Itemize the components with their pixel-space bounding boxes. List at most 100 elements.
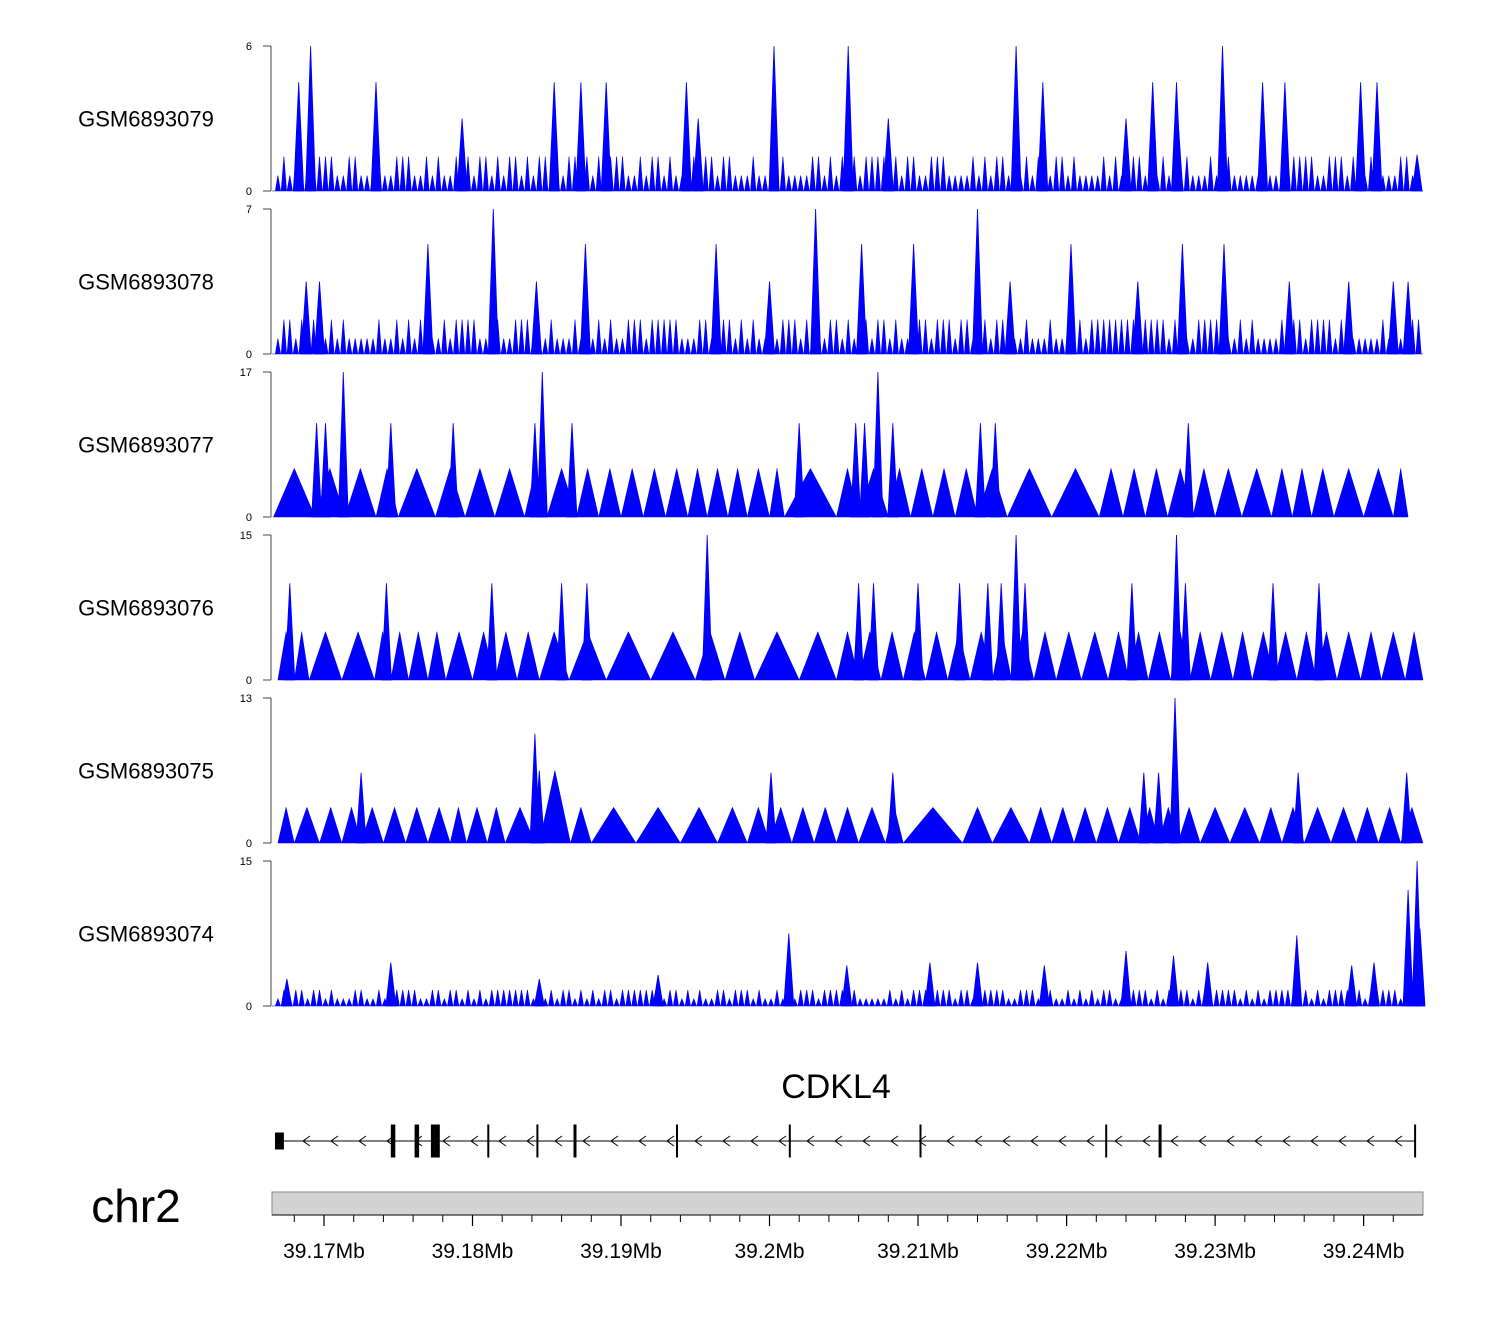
coverage-block — [1033, 631, 1057, 681]
strand-arrow — [638, 1135, 647, 1147]
y-max-label: 17 — [240, 367, 252, 379]
strand-arrow — [1114, 1135, 1123, 1147]
coverage-block — [1144, 468, 1168, 518]
strand-arrow — [1254, 1135, 1263, 1147]
coverage-peak — [1402, 889, 1414, 1007]
coverage-peak — [908, 244, 920, 355]
coverage-block — [344, 467, 377, 518]
coverage-peak — [856, 244, 868, 355]
strand-arrow — [470, 1135, 479, 1147]
coverage-peak — [850, 423, 862, 518]
coverage-peak — [1371, 82, 1383, 192]
exon — [536, 1124, 539, 1158]
coverage-peak — [1217, 45, 1228, 192]
coverage-peak — [1153, 772, 1165, 844]
coverage-peak — [972, 208, 983, 355]
coverage-peak — [320, 423, 331, 518]
chromosome-ideogram-bar — [271, 1191, 1424, 1216]
coverage-block — [620, 468, 644, 518]
coverage-peak — [536, 371, 548, 518]
coverage-peak — [853, 583, 865, 681]
track-GSM6893077: GSM6893077 17 0 — [78, 367, 1409, 524]
strand-arrow — [1170, 1135, 1179, 1147]
coverage-peak — [1120, 118, 1132, 192]
exon — [919, 1124, 922, 1158]
coverage-block — [390, 631, 409, 681]
strand-arrow — [946, 1135, 955, 1147]
strand-arrow — [722, 1135, 731, 1147]
coverage-block — [1241, 467, 1272, 518]
coverage-block — [687, 468, 708, 518]
coverage-peak — [1010, 45, 1022, 192]
coverage-block — [932, 468, 956, 518]
coverage-block — [383, 806, 407, 844]
y-max-label: 15 — [240, 856, 252, 868]
coverage-peak — [337, 371, 349, 518]
strand-arrow — [554, 1135, 563, 1147]
coverage-peak — [1126, 583, 1138, 681]
coverage-block — [397, 467, 436, 518]
coverage-peak — [529, 423, 541, 518]
coverage-block — [902, 806, 964, 844]
coverage-peak — [380, 583, 392, 681]
coverage-block — [650, 631, 696, 681]
coverage-block — [798, 631, 837, 681]
coverage-peak — [533, 770, 545, 844]
coverage-block — [308, 630, 343, 681]
coverage-block — [449, 807, 467, 844]
coverage-block — [486, 807, 506, 844]
strand-arrow — [1002, 1135, 1011, 1147]
coverage-peak — [1065, 244, 1077, 355]
strand-arrow — [1058, 1135, 1067, 1147]
coverage-peak — [810, 208, 822, 355]
x-tick-label: 39.21Mb — [877, 1240, 959, 1263]
strand-arrow — [666, 1135, 675, 1147]
coverage-peak — [692, 118, 704, 192]
coverage-peak — [486, 583, 498, 681]
coverage-peak — [293, 82, 305, 192]
strand-arrow — [890, 1135, 899, 1147]
strand-arrow — [330, 1135, 339, 1147]
coverage-block — [1055, 630, 1082, 681]
coverage-peak — [311, 423, 323, 518]
coverage-peak — [872, 371, 884, 518]
strand-arrow — [498, 1135, 507, 1147]
track-GSM6893076: GSM6893076 15 0 — [78, 530, 1424, 687]
coverage-block — [1259, 806, 1283, 844]
exon — [1105, 1124, 1108, 1158]
coverage-block — [925, 631, 949, 681]
coverage-block — [1311, 468, 1335, 518]
coverage-peak — [447, 423, 459, 518]
exon — [275, 1132, 284, 1150]
strand-arrow — [610, 1135, 619, 1147]
y-max-label: 15 — [240, 530, 252, 542]
y-min-label: 0 — [246, 512, 252, 524]
coverage-block — [360, 806, 384, 844]
coverage-block — [445, 630, 473, 681]
track-GSM6893078: GSM6893078 7 0 — [78, 204, 1423, 361]
coverage-peak — [281, 978, 293, 1007]
exon — [788, 1124, 791, 1158]
coverage-block — [538, 770, 571, 844]
coverage-peak — [793, 423, 805, 518]
coverage-peak — [1343, 281, 1355, 355]
coverage-block — [427, 806, 451, 844]
coverage-block — [1177, 806, 1201, 844]
coverage-peak — [385, 423, 397, 518]
data-tracks: GSM689307960GSM689307870GSM6893077170GSM… — [78, 41, 1426, 1013]
track-label: GSM6893077 — [78, 433, 214, 458]
coverage-peak — [533, 978, 545, 1007]
coverage-block — [1073, 806, 1097, 844]
coverage-block — [1363, 467, 1394, 518]
coverage-peak — [1387, 281, 1399, 355]
y-min-label: 0 — [246, 349, 252, 361]
coverage-peak — [972, 962, 983, 1007]
coverage-block — [880, 631, 904, 681]
strand-arrow — [526, 1135, 535, 1147]
coverage-peak — [385, 962, 397, 1007]
coverage-block — [746, 468, 770, 518]
strand-arrow — [1226, 1135, 1235, 1147]
coverage-peak — [422, 244, 434, 355]
coverage-peak — [1010, 534, 1022, 681]
y-max-label: 13 — [240, 693, 252, 705]
